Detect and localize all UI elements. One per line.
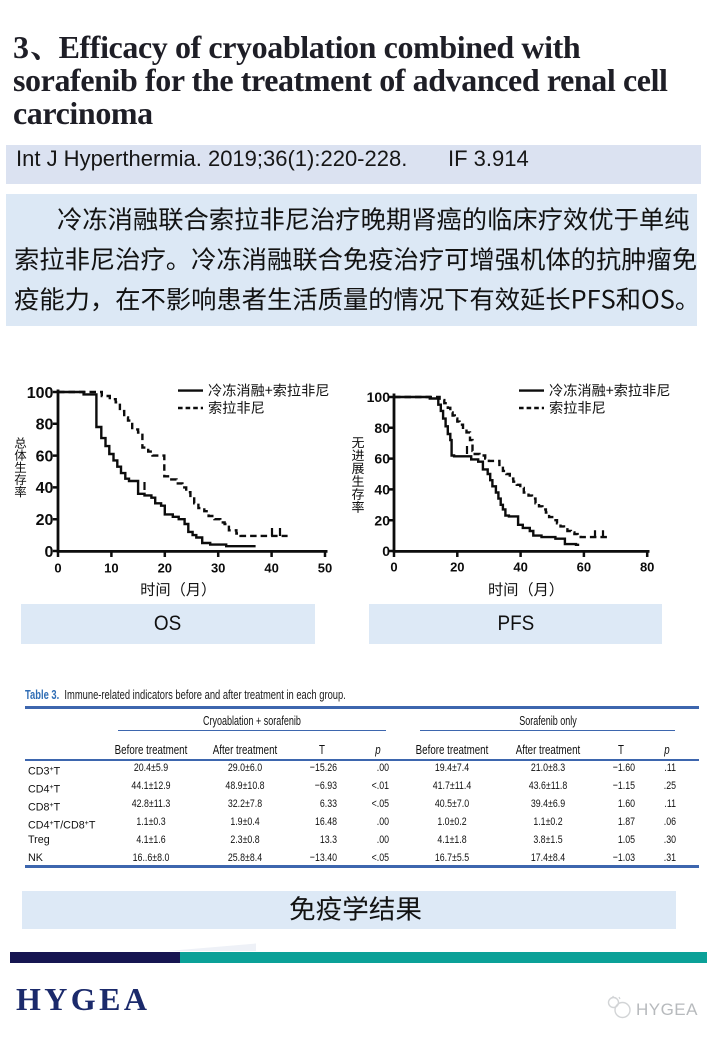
svg-text:40: 40 [36,480,54,497]
svg-text:60: 60 [36,448,54,465]
svg-text:100: 100 [27,385,54,402]
svg-text:40: 40 [513,560,527,575]
svg-text:20: 20 [158,560,172,575]
svg-text:80: 80 [374,420,390,436]
svg-text:20: 20 [36,512,54,529]
svg-text:40: 40 [264,560,278,575]
svg-text:10: 10 [104,560,118,575]
svg-text:60: 60 [374,451,390,467]
svg-text:0: 0 [382,543,390,559]
svg-text:0: 0 [44,544,53,561]
svg-text:30: 30 [211,560,225,575]
svg-text:0: 0 [54,560,61,575]
svg-text:100: 100 [367,389,391,405]
svg-text:80: 80 [36,417,54,434]
svg-text:60: 60 [577,560,591,575]
svg-text:80: 80 [640,560,654,575]
svg-text:20: 20 [450,560,464,575]
svg-text:20: 20 [374,512,390,528]
svg-text:50: 50 [318,560,332,575]
svg-text:0: 0 [390,560,397,575]
svg-text:40: 40 [374,482,390,498]
